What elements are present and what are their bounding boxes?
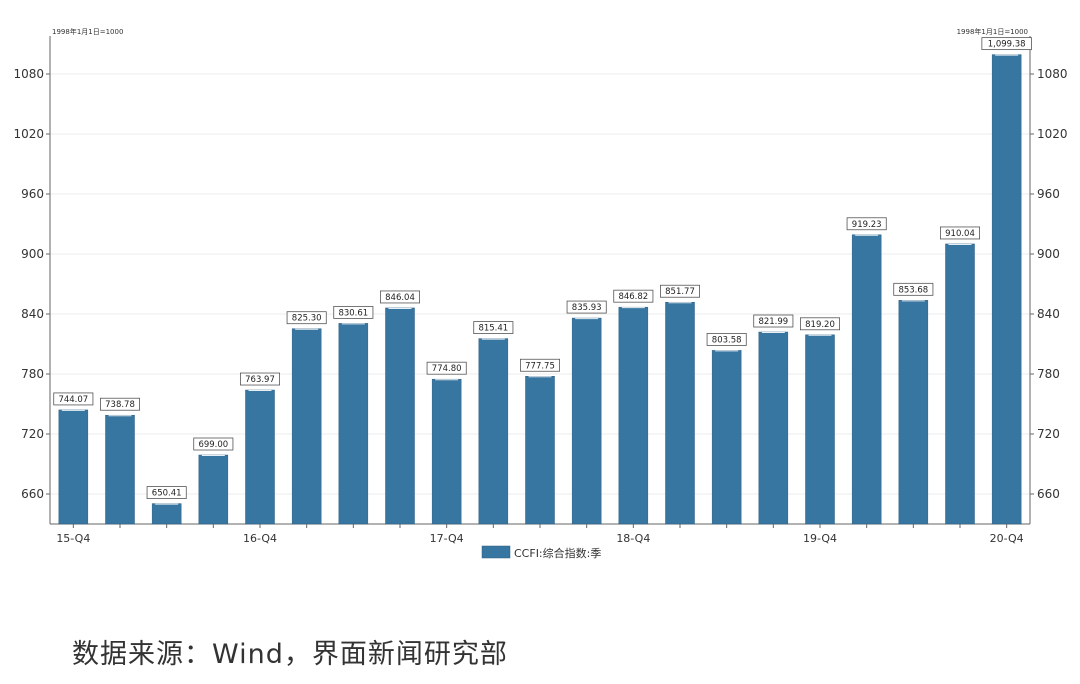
data-label: 821.99 [758,317,788,327]
y-tick-label-left: 900 [21,247,44,261]
data-label: 650.41 [152,489,182,499]
bar [898,300,929,525]
y-tick-label-right: 1020 [1037,127,1068,141]
y-tick-label-right: 780 [1037,367,1060,381]
bar [525,376,555,525]
y-tick-label-right: 900 [1037,247,1060,261]
data-label-box [473,321,514,334]
data-label: 910.04 [945,229,975,239]
y-tick-label-right: 720 [1037,427,1060,441]
bar [338,323,369,525]
data-label: 835.93 [572,303,602,313]
data-label: 825.30 [292,314,322,324]
bar [431,378,462,525]
data-label-box [753,314,794,328]
y-tick-label-left: 720 [21,427,44,441]
legend-label: CCFI:综合指数:季 [514,546,601,560]
bar [385,307,415,525]
data-label-box [239,372,280,386]
source-note: 数据来源：Wind，界面新闻研究部 [72,639,508,670]
data-label: 777.75 [525,361,555,371]
bar [58,409,89,525]
data-label-box [940,226,981,240]
legend-swatch [481,545,511,559]
y-tick-label-left: 840 [21,307,44,321]
y-tick-label-left: 780 [21,367,44,381]
y-tick-label-right: 1080 [1037,67,1068,81]
data-label-box [146,486,187,499]
data-label: 744.07 [58,395,88,405]
data-label-box [426,361,467,375]
bar [805,334,835,525]
data-label: 763.97 [245,375,275,385]
y-unit-right: 1998年1月1日=1000 [957,27,1028,36]
data-label: 853.68 [898,285,928,295]
data-label-box [800,317,841,331]
data-label-box [520,358,561,372]
data-label: 919.23 [852,220,882,230]
bar [105,414,135,525]
y-unit-left: 1998年1月1日=1000 [52,27,123,36]
bar [711,350,742,525]
data-label-box [706,333,747,346]
data-label-box [286,311,327,325]
x-tick-label: 17-Q4 [430,532,464,545]
x-tick-label: 20-Q4 [990,532,1024,545]
data-label-box [100,397,141,411]
y-tick-label-left: 1080 [13,67,44,81]
x-tick-label: 15-Q4 [56,532,90,545]
data-label: 815.41 [478,324,508,334]
data-label-box [613,289,654,303]
x-tick-label: 16-Q4 [243,532,277,545]
data-label: 1,099.38 [988,40,1026,50]
data-label-box [660,284,701,298]
x-tick-label: 19-Q4 [803,532,837,545]
data-label: 738.78 [105,400,135,410]
y-tick-label-left: 960 [21,187,44,201]
bar [198,454,229,525]
data-label-box [893,282,934,296]
bar [478,338,509,525]
bar [618,306,649,525]
bar [758,331,789,525]
y-tick-label-left: 1020 [13,127,44,141]
data-label: 699.00 [198,440,228,450]
data-label-box [846,217,887,231]
bar [945,243,975,525]
y-tick-label-left: 660 [21,487,44,501]
bar [245,389,275,525]
bar [991,54,1022,525]
y-tick-label-right: 960 [1037,187,1060,201]
data-label: 846.82 [618,292,648,302]
bar [571,317,602,525]
data-label: 803.58 [712,335,742,345]
bar-chart: 660 660 720 720 780 780 840 840 900 900 960 960 1020… [13,27,1068,560]
bar [291,328,322,525]
data-label: 819.20 [805,320,835,330]
bar [665,301,695,525]
y-tick-label-right: 660 [1037,487,1060,501]
bar [151,503,182,525]
data-label: 846.04 [385,293,415,303]
data-label: 774.80 [432,364,462,374]
bar [851,234,882,525]
data-label-box [333,305,374,319]
data-label: 830.61 [338,308,368,318]
data-label: 851.77 [665,287,695,297]
data-label-box [379,290,420,304]
data-label-box [566,300,607,314]
data-label-box [193,437,234,451]
y-tick-label-right: 840 [1037,307,1060,321]
x-tick-label: 18-Q4 [616,532,650,545]
data-label-box [981,37,1032,51]
data-label-box [53,392,94,406]
